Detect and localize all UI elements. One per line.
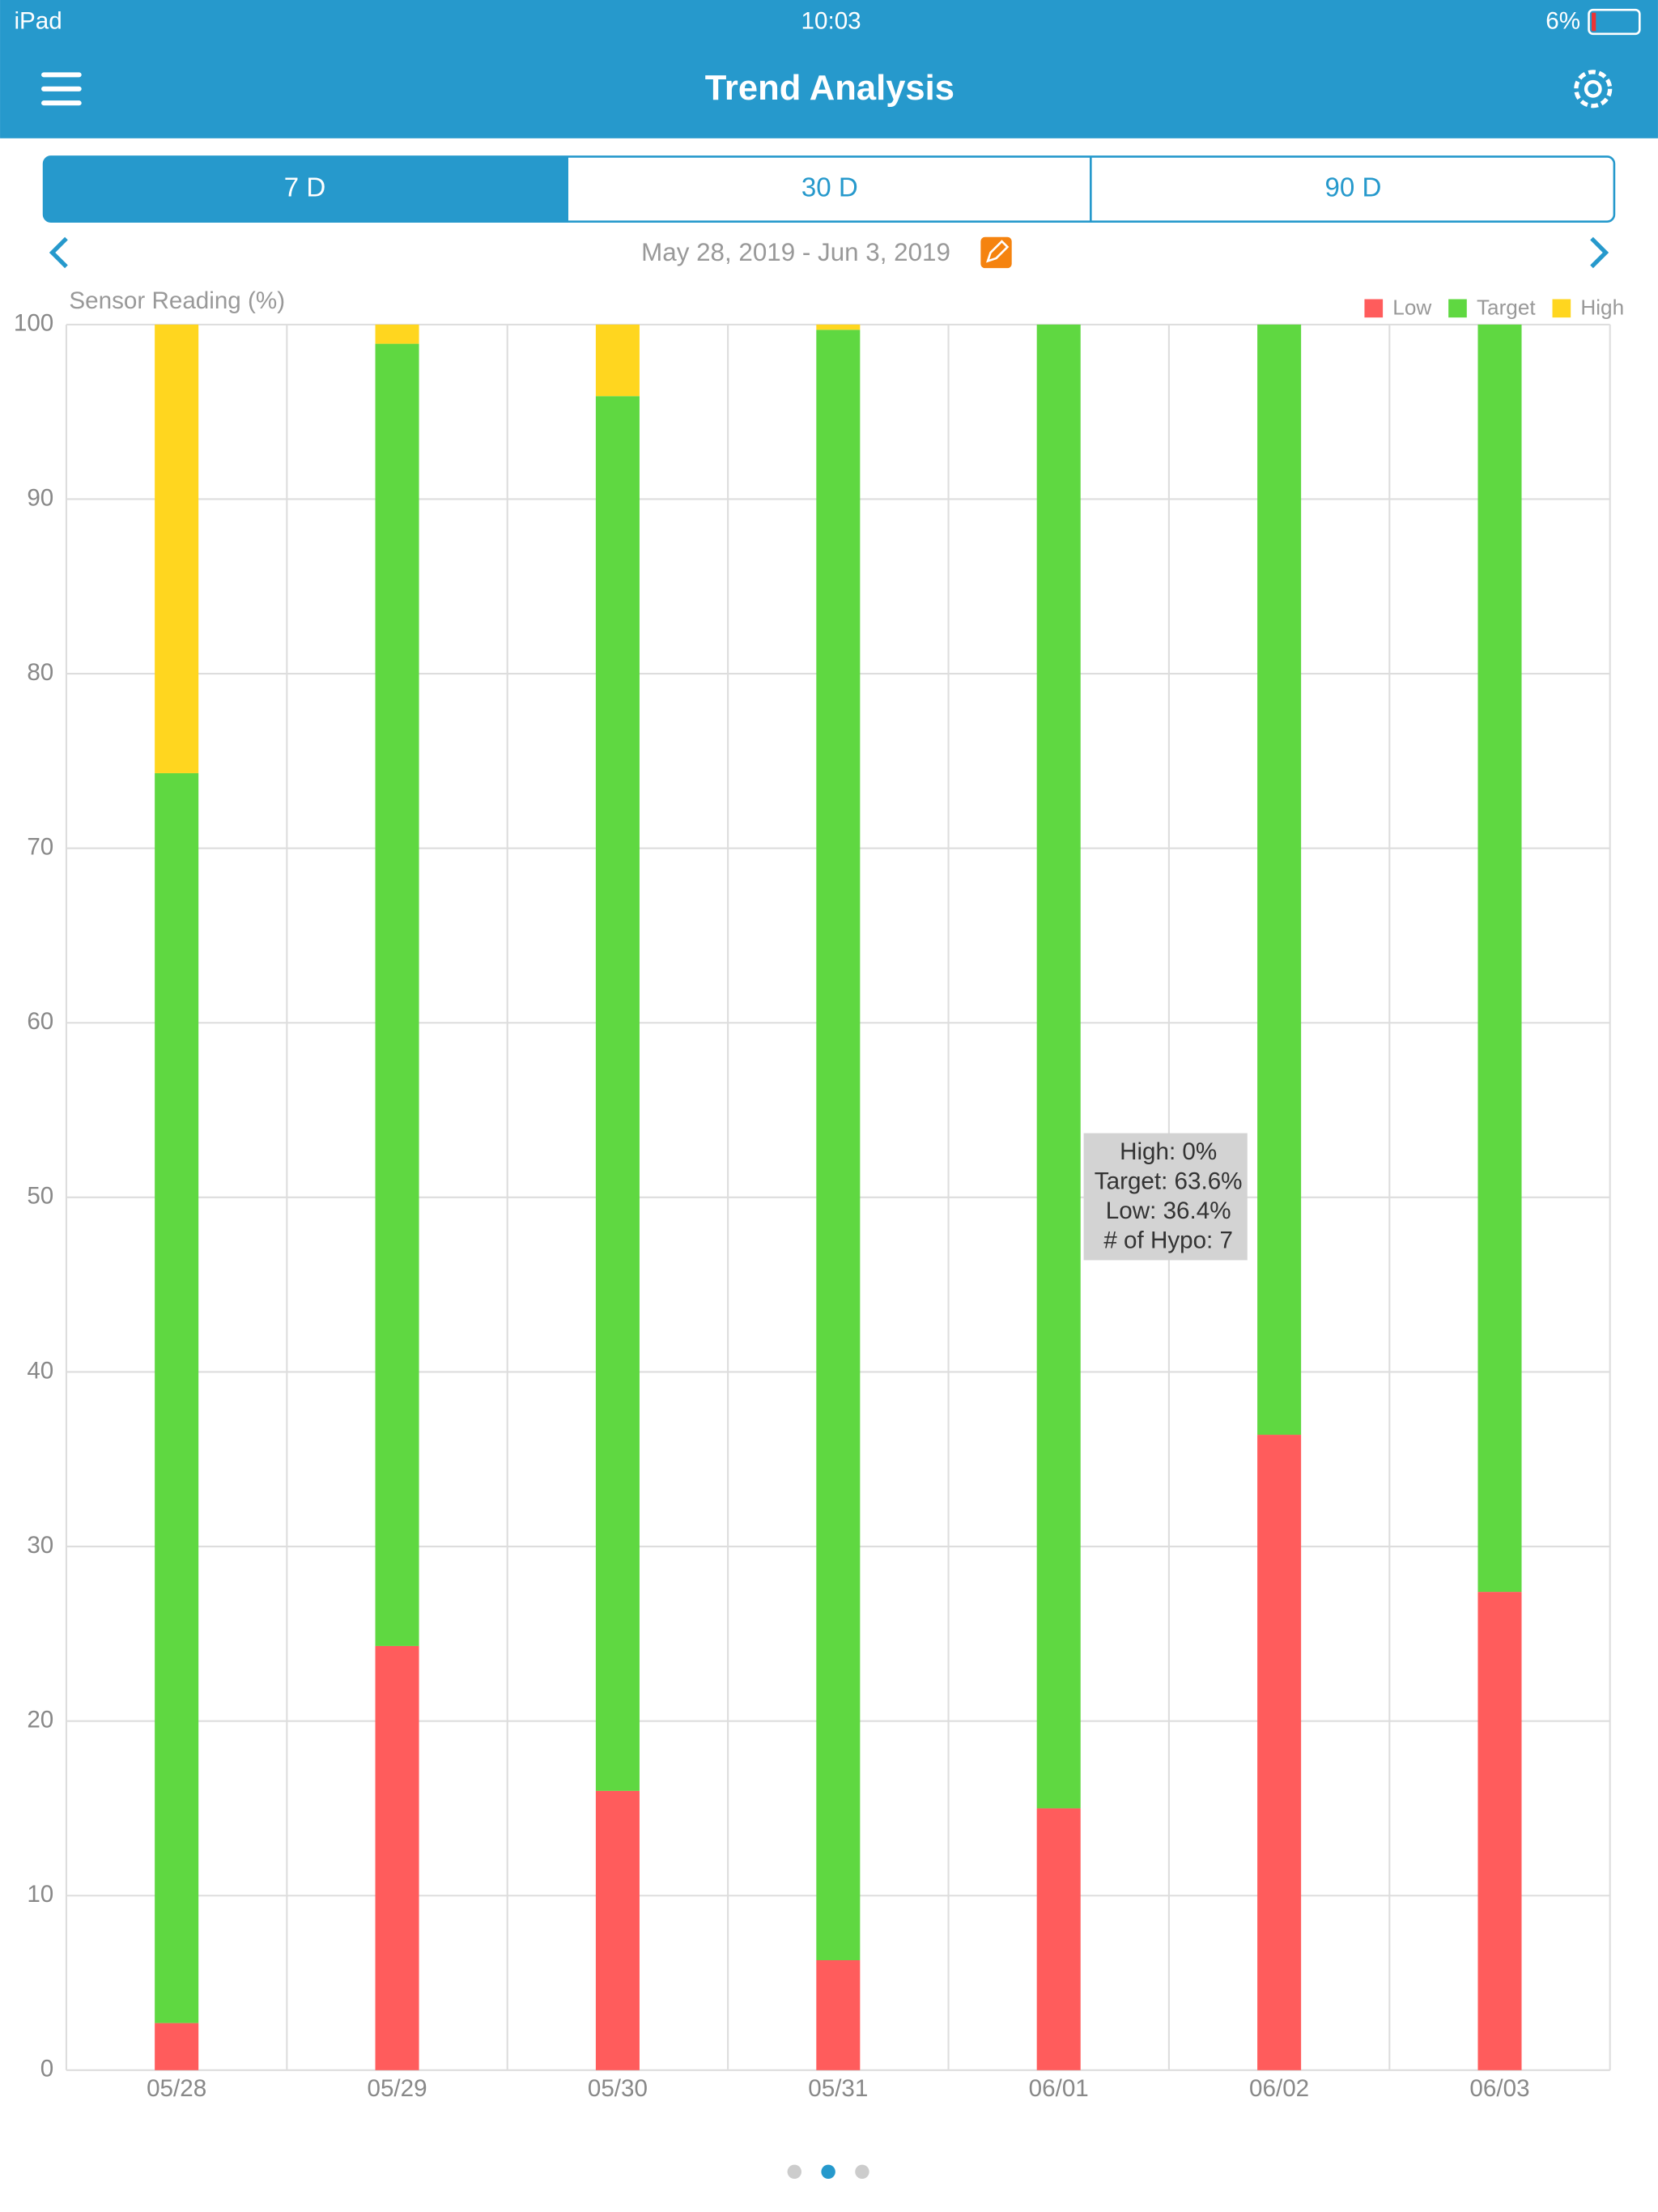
bar-segment — [155, 324, 199, 773]
tooltip-line: Low: 36.4% — [1106, 1197, 1231, 1224]
y-tick-label: 50 — [27, 1183, 53, 1210]
header-bar — [0, 0, 1658, 138]
device-label: iPad — [14, 8, 62, 35]
tab[interactable]: 30 D — [801, 172, 858, 202]
settings-button[interactable] — [1574, 70, 1613, 108]
x-tick-label: 05/31 — [808, 2075, 868, 2102]
bar-segment — [1257, 324, 1302, 1436]
bar-segment — [375, 324, 419, 344]
tab[interactable]: 90 D — [1325, 172, 1382, 202]
y-tick-label: 20 — [27, 1706, 53, 1733]
tooltip-line: High: 0% — [1120, 1138, 1217, 1165]
bar-segment — [1477, 324, 1522, 1593]
y-tick-label: 60 — [27, 1008, 53, 1035]
y-tick-label: 90 — [27, 484, 53, 511]
legend-label: Low — [1392, 296, 1431, 320]
legend-swatch — [1448, 299, 1467, 318]
tab[interactable]: 7 D — [284, 172, 326, 202]
y-tick-label: 40 — [27, 1357, 53, 1384]
tooltip-line: Target: 63.6% — [1095, 1168, 1243, 1194]
y-tick-label: 30 — [27, 1532, 53, 1559]
y-tick-label: 0 — [40, 2056, 53, 2082]
bar-segment — [816, 330, 861, 1961]
y-tick-label: 80 — [27, 659, 53, 686]
edit-button[interactable] — [980, 236, 1012, 269]
x-tick-label: 06/03 — [1469, 2075, 1529, 2102]
bar-segment — [1477, 1592, 1522, 2070]
battery-level — [1592, 12, 1596, 32]
legend-label: Target — [1477, 296, 1536, 320]
bar-segment — [816, 1960, 861, 2070]
bar-segment — [1036, 324, 1081, 1809]
bar-segment — [816, 324, 861, 330]
bar-segment — [1036, 1808, 1081, 2070]
tooltip-line: # of Hypo: 7 — [1103, 1227, 1233, 1254]
legend-swatch — [1364, 299, 1384, 318]
tab-selected — [44, 156, 568, 222]
bar-segment — [1257, 1435, 1302, 2070]
x-tick-label: 05/29 — [367, 2075, 427, 2102]
bar-segment — [375, 1645, 419, 2070]
date-range: May 28, 2019 - Jun 3, 2019 — [641, 238, 950, 266]
prev-button[interactable] — [49, 236, 68, 269]
page-dot — [855, 2164, 869, 2180]
bar-segment — [375, 343, 419, 1646]
chart: 0 10 20 30 40 50 60 70 80 90 100 05/28 05/29 05/30 05/… — [14, 296, 1624, 2102]
bar-segment — [155, 772, 199, 2023]
x-tick-label: 05/28 — [147, 2075, 206, 2102]
clock: 10:03 — [801, 8, 861, 35]
battery-text: 6% — [1545, 8, 1580, 35]
x-tick-label: 06/02 — [1249, 2075, 1309, 2102]
y-tick-label: 10 — [27, 1881, 53, 1908]
next-button[interactable] — [1590, 236, 1609, 269]
legend-swatch — [1552, 299, 1571, 318]
legend-label: High — [1580, 296, 1624, 320]
bar-segment — [595, 1790, 640, 2070]
x-tick-label: 05/30 — [588, 2075, 648, 2102]
page-dot — [821, 2164, 835, 2180]
y-tick-label: 100 — [14, 310, 53, 337]
y-axis-label: Sensor Reading (%) — [69, 287, 285, 314]
page-title: Trend Analysis — [705, 69, 954, 108]
bar-segment — [595, 324, 640, 397]
page-dot — [787, 2164, 802, 2180]
bar-segment — [595, 396, 640, 1791]
tooltip-box — [1083, 1133, 1248, 1261]
battery-icon — [1588, 8, 1641, 36]
y-tick-label: 70 — [27, 833, 53, 860]
menu-button[interactable] — [41, 72, 82, 106]
bar-segment — [155, 2023, 199, 2070]
x-tick-label: 06/01 — [1029, 2075, 1089, 2102]
